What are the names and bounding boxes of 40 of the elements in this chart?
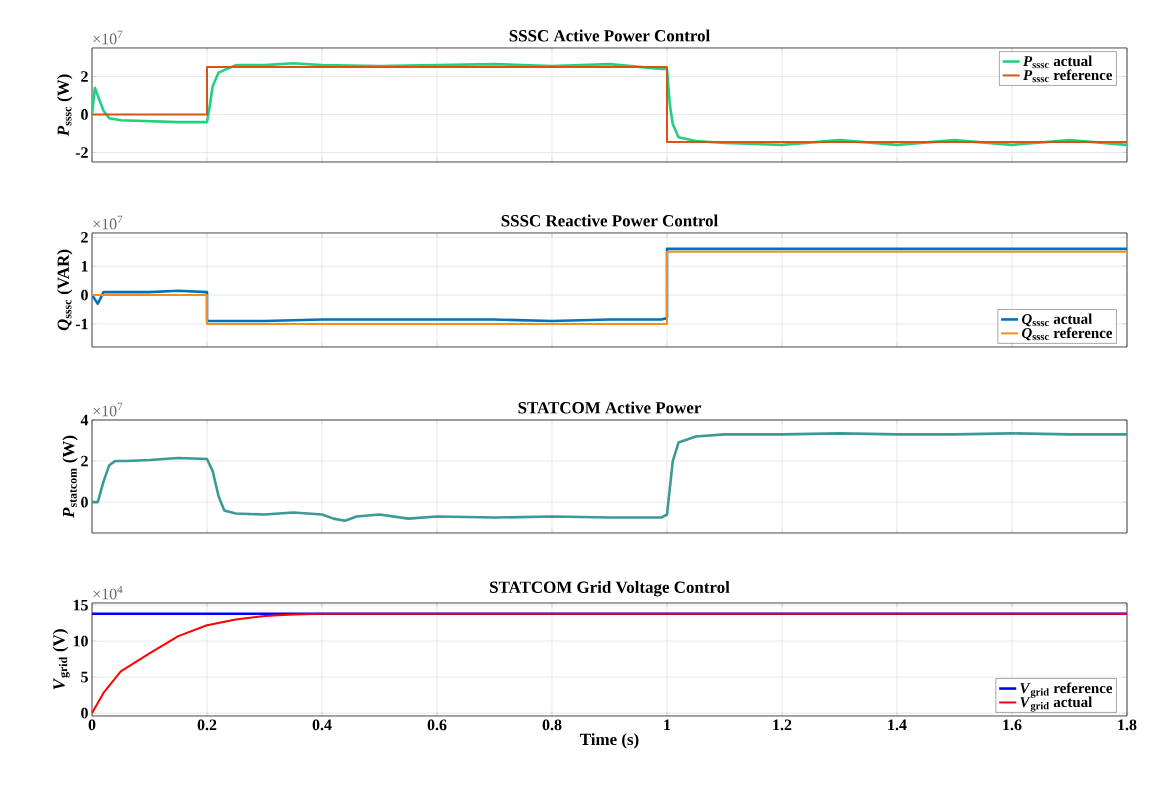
x-tick-label: 1.8	[1118, 719, 1137, 731]
y-tick-label: 0	[81, 289, 88, 301]
y-axis-title: Q$_{sssc}$ (VAR)	[57, 249, 73, 331]
text: ×10$^{7}$	[93, 402, 123, 417]
y-tick-label: -2	[75, 147, 88, 158]
y-tick-label: -1	[75, 318, 88, 330]
y-tick-label: 0	[81, 496, 88, 508]
x-tick-label: 0.4	[312, 719, 332, 731]
y-axis-title: P$_{statcom}$ (W)	[62, 435, 78, 518]
text: ×10$^{7}$	[93, 215, 123, 230]
y-tick-label: 2	[81, 455, 88, 467]
text: ×10$^{4}$	[93, 585, 123, 600]
legend-label: P$_{sssc}$ actual	[1022, 55, 1093, 69]
y-tick-label: 15	[73, 599, 88, 611]
legend-label: Q$_{sssc}$ reference	[1021, 327, 1113, 341]
x-tick-label: 1.2	[773, 719, 792, 731]
y-tick-label: 0	[81, 707, 88, 719]
chart-title: STATCOM Active Power	[518, 401, 702, 414]
x-tick-label: 0.6	[427, 719, 447, 731]
y-axis-title: V$_{grid}$ (V)	[52, 629, 70, 690]
x-tick-label: 1.4	[888, 719, 907, 731]
y-tick-label: 10	[73, 635, 88, 647]
chart-title: SSSC Active Power Control	[509, 29, 710, 42]
y-tick-label: 4	[80, 414, 89, 426]
y-tick-label: 5	[81, 671, 88, 683]
text: ×10$^{7}$	[93, 30, 123, 45]
x-axis-title: Time (s)	[580, 733, 639, 749]
x-tick-label: 1	[664, 719, 671, 731]
y-tick-label: 2	[81, 232, 88, 243]
chart-title: SSSC Reactive Power Control	[501, 214, 718, 227]
chart-title: STATCOM Grid Voltage Control	[490, 581, 730, 597]
x-tick-label: 0.2	[197, 719, 217, 731]
y-axis-title: P$_{sssc}$ (W)	[57, 74, 73, 137]
legend-label: P$_{sssc}$ reference	[1022, 69, 1113, 83]
x-tick-label: 1.6	[1003, 719, 1022, 731]
y-tick-label: 2	[81, 71, 88, 82]
y-tick-label: 1	[81, 260, 88, 272]
x-tick-label: 0.8	[542, 719, 562, 731]
legend-label: Q$_{sssc}$ actual	[1021, 313, 1093, 327]
y-tick-label: 0	[81, 109, 88, 120]
